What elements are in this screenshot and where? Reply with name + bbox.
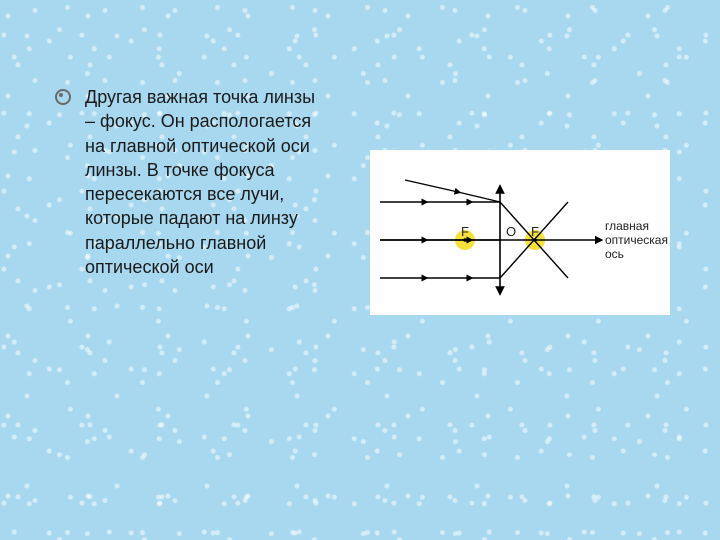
bullet-text: Другая важная точка линзы – фокус. Он ра… bbox=[85, 85, 325, 279]
lens-diagram-svg: O F F главная оптическая ось bbox=[370, 150, 670, 315]
axis-text-3: ось bbox=[605, 247, 624, 261]
bullet-marker-icon bbox=[55, 89, 71, 105]
bullet-item: Другая важная точка линзы – фокус. Он ра… bbox=[55, 85, 325, 279]
lens-diagram: O F F главная оптическая ось bbox=[370, 150, 670, 315]
bullet-block: Другая важная точка линзы – фокус. Он ра… bbox=[55, 85, 325, 279]
slide: Другая важная точка линзы – фокус. Он ра… bbox=[0, 0, 720, 540]
label-O: O bbox=[506, 224, 516, 239]
label-F-left: F bbox=[461, 224, 469, 239]
axis-text-2: оптическая bbox=[605, 233, 668, 247]
label-F-right: F bbox=[531, 224, 539, 239]
axis-text-1: главная bbox=[605, 219, 649, 233]
ray-oblique-incident bbox=[405, 180, 500, 202]
